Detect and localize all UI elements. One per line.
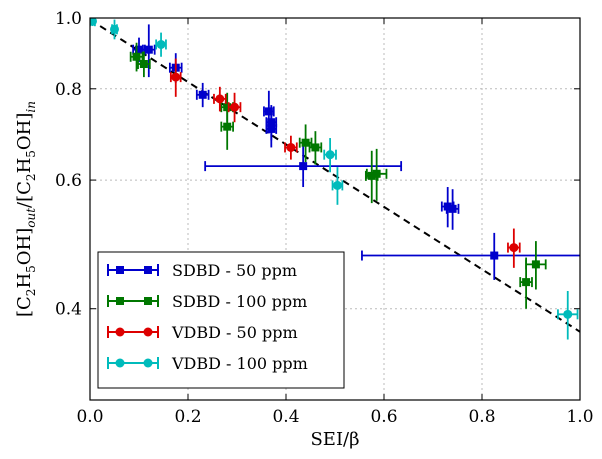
data-point [557,290,579,340]
point-marker [135,45,143,54]
point-marker [372,169,381,178]
point-marker [522,278,531,287]
x-tick-label: 0.2 [174,407,201,427]
x-tick-label: 0.8 [468,407,495,427]
legend-entry-vdbd-50: VDBD - 50 ppm [107,323,298,342]
point-marker [215,94,225,104]
x-tick-label: 1.0 [566,407,593,427]
y-tick-label: 0.6 [55,171,82,191]
data-point [155,32,167,57]
data-point [284,135,298,160]
point-marker [311,143,320,152]
legend-label-sdbd-50: SDBD - 50 ppm [172,261,297,280]
svg-text:[C2H5OH]out/[C2H5OH]in: [C2H5OH]out/[C2H5OH]in [14,101,38,317]
point-marker [110,24,119,34]
fit-line [90,18,580,333]
data-point [227,92,242,123]
point-marker [267,124,276,133]
point-marker [264,107,273,116]
y-tick-label: 0.4 [55,300,82,320]
plot-frame [89,17,581,401]
point-marker [156,39,166,49]
legend-marker-vdbd-50 [107,326,159,338]
data-point [365,148,388,201]
ticks-layer: 0.0 0.2 0.4 0.6 0.8 1.0 0.4 0.6 0.8 1.0 [55,9,594,427]
point-marker [299,162,308,171]
point-marker [132,52,141,61]
data-point [308,131,323,165]
point-marker [509,243,519,253]
data-point [220,105,234,150]
series-2 [169,58,521,268]
fit-line-layer [90,18,580,333]
data-point [110,19,119,40]
y-tick-label: 0.8 [55,80,82,100]
point-marker [325,150,335,160]
data-point [195,82,210,108]
x-axis-label: SEI/β [310,429,359,450]
point-marker [198,90,207,99]
point-marker [490,251,499,260]
legend-marker-sdbd-100 [107,295,159,307]
data-point [445,189,460,230]
point-marker [367,171,376,180]
point-marker [144,45,153,54]
legend-label-vdbd-50: VDBD - 50 ppm [171,323,298,342]
legend-marker-vdbd-100 [107,357,159,369]
data-point [507,228,521,268]
series-0 [132,24,580,280]
point-marker [223,122,232,131]
data-point [204,146,403,188]
point-marker [448,204,457,213]
data-point [142,24,156,78]
point-marker [90,18,97,26]
y-axis-label: [C2H5OH]out/[C2H5OH]in [14,101,38,317]
legend: SDBD - 50 ppm SDBD - 100 ppm VDBD - 50 p… [97,251,345,389]
point-marker [139,60,148,69]
data-point [90,18,97,27]
data-point [265,111,278,148]
data-point [169,58,182,97]
data-point [213,86,227,112]
data-point [331,167,344,205]
point-marker [230,102,240,112]
data-point [323,138,337,173]
point-marker [286,142,296,152]
x-tick-label: 0.6 [370,407,397,427]
data-point [137,51,151,78]
legend-marker-sdbd-50 [107,264,159,276]
data-points-layer [90,18,580,340]
point-marker [171,72,181,82]
series-3 [90,18,579,340]
point-marker [531,260,540,269]
x-tick-label: 0.0 [76,407,103,427]
legend-entry-sdbd-50: SDBD - 50 ppm [107,261,297,280]
legend-entry-sdbd-100: SDBD - 100 ppm [107,292,307,311]
legend-label-vdbd-100: VDBD - 100 ppm [171,354,308,373]
data-point [525,241,547,290]
point-marker [563,309,573,319]
point-marker [443,202,452,211]
x-tick-label: 0.4 [272,407,299,427]
data-point [361,232,580,280]
point-marker [332,180,342,190]
legend-entry-vdbd-100: VDBD - 100 ppm [107,354,308,373]
legend-box [97,251,345,389]
legend-label-sdbd-100: SDBD - 100 ppm [172,292,307,311]
point-marker [301,138,310,147]
y-tick-label: 1.0 [55,9,82,29]
